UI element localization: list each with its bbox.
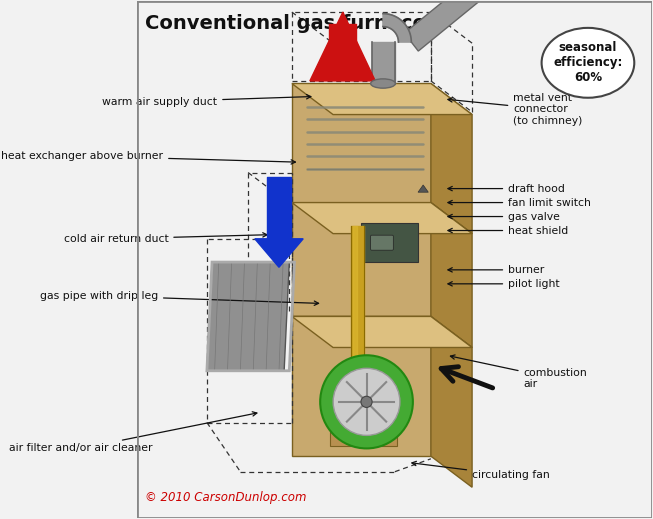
Text: pilot light: pilot light [448, 279, 560, 289]
Text: heat shield: heat shield [448, 226, 568, 236]
FancyBboxPatch shape [361, 223, 418, 262]
Circle shape [361, 396, 372, 407]
Text: fan limit switch: fan limit switch [448, 198, 591, 208]
FancyBboxPatch shape [330, 412, 398, 446]
Polygon shape [292, 84, 472, 115]
Circle shape [320, 356, 413, 448]
Text: © 2010 CarsonDunlop.com: © 2010 CarsonDunlop.com [145, 491, 307, 504]
Text: heat exchanger above burner: heat exchanger above burner [1, 151, 295, 164]
Text: warm air supply duct: warm air supply duct [103, 94, 311, 106]
Circle shape [333, 368, 400, 435]
Polygon shape [292, 317, 431, 456]
Text: seasonal
efficiency:
60%: seasonal efficiency: 60% [553, 42, 622, 84]
Ellipse shape [371, 79, 395, 88]
Polygon shape [292, 317, 472, 348]
Polygon shape [310, 12, 375, 81]
Text: gas pipe with drip leg: gas pipe with drip leg [40, 291, 319, 305]
FancyBboxPatch shape [371, 235, 393, 250]
Polygon shape [207, 262, 289, 371]
Polygon shape [292, 84, 431, 202]
Text: cold air return duct: cold air return duct [63, 233, 267, 244]
Text: Conventional gas furnace: Conventional gas furnace [145, 13, 426, 33]
Polygon shape [292, 202, 431, 317]
Polygon shape [404, 0, 501, 51]
Polygon shape [292, 202, 472, 234]
Text: circulating fan: circulating fan [412, 461, 550, 481]
Text: air filter and/or air cleaner: air filter and/or air cleaner [9, 412, 257, 454]
Polygon shape [431, 84, 472, 234]
Text: gas valve: gas valve [448, 212, 560, 222]
Polygon shape [431, 202, 472, 348]
Polygon shape [383, 13, 411, 42]
Polygon shape [418, 185, 428, 192]
Text: combustion
air: combustion air [451, 355, 587, 389]
Text: draft hood: draft hood [448, 184, 565, 194]
Polygon shape [255, 239, 303, 267]
Ellipse shape [541, 28, 634, 98]
Text: burner: burner [448, 265, 545, 275]
Polygon shape [431, 317, 472, 487]
Text: metal vent
connector
(to chimney): metal vent connector (to chimney) [448, 93, 582, 126]
